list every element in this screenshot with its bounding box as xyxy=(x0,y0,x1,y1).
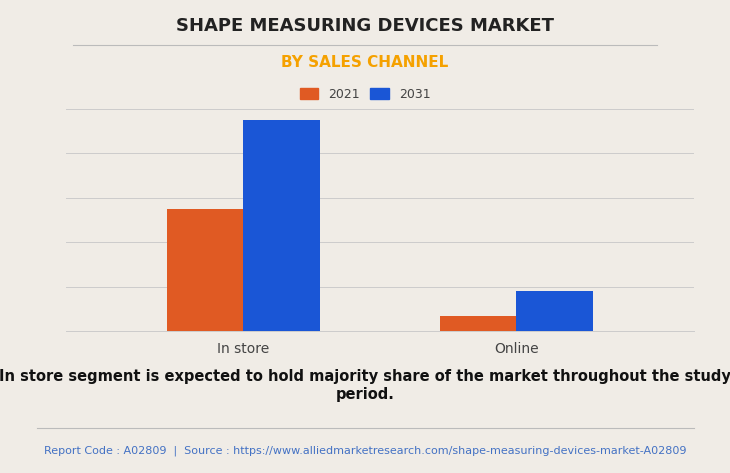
Text: SHAPE MEASURING DEVICES MARKET: SHAPE MEASURING DEVICES MARKET xyxy=(176,17,554,35)
Bar xyxy=(439,315,516,331)
Text: Report Code : A02809  |  Source : https://www.alliedmarketresearch.com/shape-mea: Report Code : A02809 | Source : https://… xyxy=(44,445,686,455)
Bar xyxy=(516,291,593,331)
Text: BY SALES CHANNEL: BY SALES CHANNEL xyxy=(281,55,449,70)
Bar xyxy=(166,209,243,331)
Bar xyxy=(243,120,320,331)
Legend: 2021, 2031: 2021, 2031 xyxy=(296,84,434,105)
Text: In store segment is expected to hold majority share of the market throughout the: In store segment is expected to hold maj… xyxy=(0,369,730,402)
